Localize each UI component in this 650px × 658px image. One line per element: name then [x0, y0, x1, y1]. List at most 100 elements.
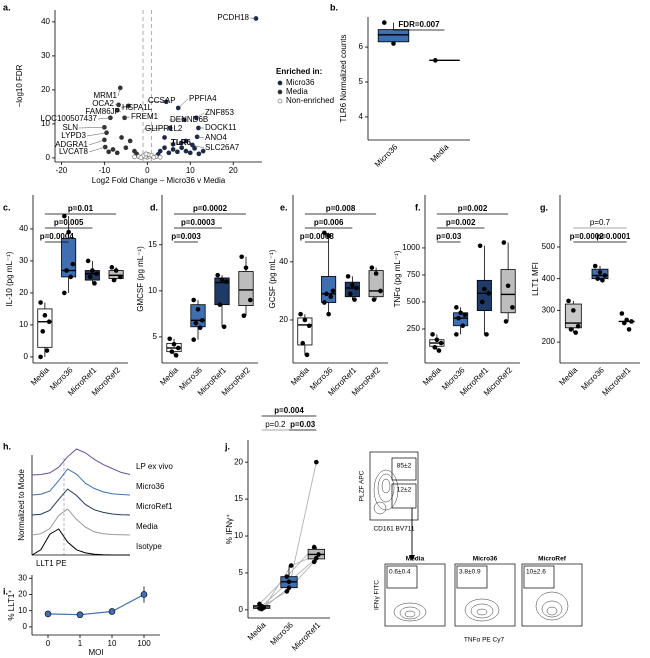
- x-tick-label: Media: [289, 365, 311, 387]
- data-point: [288, 563, 294, 568]
- annotation-connector: [249, 17, 257, 19]
- y-axis-title: TNFα (pg mL⁻¹): [393, 250, 402, 307]
- density-curve: [31, 508, 131, 536]
- y-tick-label: 15: [234, 494, 243, 503]
- data-point: [175, 149, 180, 155]
- data-point: [215, 272, 220, 278]
- x-tick-label: MicroRef1: [290, 620, 323, 653]
- y-tick-label: 20: [19, 288, 28, 297]
- box: [377, 29, 410, 43]
- p-value: p=0.005: [54, 218, 84, 227]
- data-point: [304, 352, 310, 358]
- paired-line: [263, 565, 292, 608]
- p-value: p=0.0004: [40, 232, 75, 241]
- annotation-connector: [114, 103, 119, 106]
- data-point: [456, 315, 461, 321]
- data-point: [460, 323, 466, 329]
- y-tick-label: 30: [19, 256, 28, 265]
- data-point: [322, 300, 327, 305]
- data-point: [197, 325, 203, 331]
- data-point: [619, 311, 625, 316]
- p-value: p=0.0001: [596, 232, 631, 241]
- y-axis-title: % LLT1⁺: [7, 589, 16, 620]
- y-tick-label: 5: [153, 332, 158, 341]
- data-point: [187, 150, 193, 156]
- plot-frame: [521, 563, 583, 627]
- data-point: [433, 58, 438, 63]
- data-point: [438, 340, 444, 346]
- annotation: LVCAT8: [59, 147, 89, 156]
- panel-label: c.: [3, 202, 11, 212]
- data-point: [486, 291, 491, 296]
- legend-label: MicroRef1: [136, 502, 173, 511]
- annotation: SLN: [62, 123, 78, 132]
- data-point: [571, 308, 576, 313]
- box: [238, 271, 254, 306]
- x-tick-label: Micro36: [268, 620, 295, 647]
- data-point: [284, 589, 290, 594]
- data-point: [70, 261, 76, 267]
- data-point: [196, 151, 202, 157]
- data-point: [44, 610, 52, 618]
- y-tick-label: 1000: [402, 243, 420, 252]
- p-value: p=0.7: [590, 218, 611, 227]
- data-point: [44, 348, 50, 353]
- contour: [541, 600, 563, 618]
- data-point: [109, 265, 115, 270]
- data-point: [173, 353, 179, 358]
- data-point: [597, 270, 603, 275]
- annotation-connector: [88, 146, 106, 153]
- data-point: [300, 340, 306, 346]
- data-point: [503, 319, 509, 324]
- p-value: p=0.006: [314, 218, 344, 227]
- y-tick-label: 40: [279, 257, 288, 266]
- data-point: [224, 279, 229, 284]
- p-value: p=0.01: [68, 204, 94, 213]
- y-tick-label: 0: [46, 153, 51, 162]
- data-point: [76, 611, 84, 619]
- panel-label: d.: [150, 202, 158, 212]
- annotation: ANO4: [205, 133, 227, 142]
- y-axis-title: LLT1 MFI: [531, 262, 540, 296]
- plot-frame: [454, 563, 516, 627]
- data-point: [118, 274, 123, 280]
- annotation-connector: [146, 100, 167, 103]
- data-point: [157, 148, 163, 154]
- data-point: [510, 305, 515, 310]
- x-tick-label: Media: [246, 620, 268, 642]
- data-point: [302, 317, 308, 323]
- data-point: [40, 329, 46, 334]
- data-point: [151, 154, 157, 160]
- contour: [535, 591, 569, 621]
- data-point: [382, 20, 387, 25]
- y-tick-label: 200: [542, 337, 556, 346]
- data-point: [286, 585, 292, 591]
- data-point: [595, 276, 600, 281]
- p-value: FDR=0.007: [398, 20, 440, 29]
- data-point: [454, 332, 459, 337]
- legend-label: Media: [136, 522, 158, 531]
- x-tick-label: Micro36: [579, 365, 606, 392]
- annotation: ZNF853: [205, 108, 234, 117]
- data-point: [626, 327, 632, 332]
- y-tick-label: 4: [359, 112, 364, 121]
- y-tick-label: 30: [41, 51, 50, 60]
- data-point: [326, 311, 331, 317]
- annotation-connector: [120, 105, 129, 109]
- y-tick-label: 6: [359, 42, 364, 51]
- annotation: OCA2: [92, 99, 114, 108]
- data-point: [46, 319, 52, 325]
- data-point: [200, 148, 206, 154]
- x-tick-label: 100: [137, 639, 151, 648]
- gate-percent: 0.6±0.4: [389, 569, 411, 576]
- data-point: [621, 320, 627, 326]
- y-tick-label: 20: [234, 457, 243, 466]
- annotation-connector: [88, 139, 105, 146]
- y-tick-label: 15: [148, 240, 157, 249]
- y-tick-label: 300: [542, 305, 556, 314]
- data-point: [378, 288, 383, 294]
- data-point: [501, 240, 507, 245]
- data-point: [324, 291, 329, 297]
- data-point: [322, 230, 327, 236]
- data-point: [111, 277, 117, 283]
